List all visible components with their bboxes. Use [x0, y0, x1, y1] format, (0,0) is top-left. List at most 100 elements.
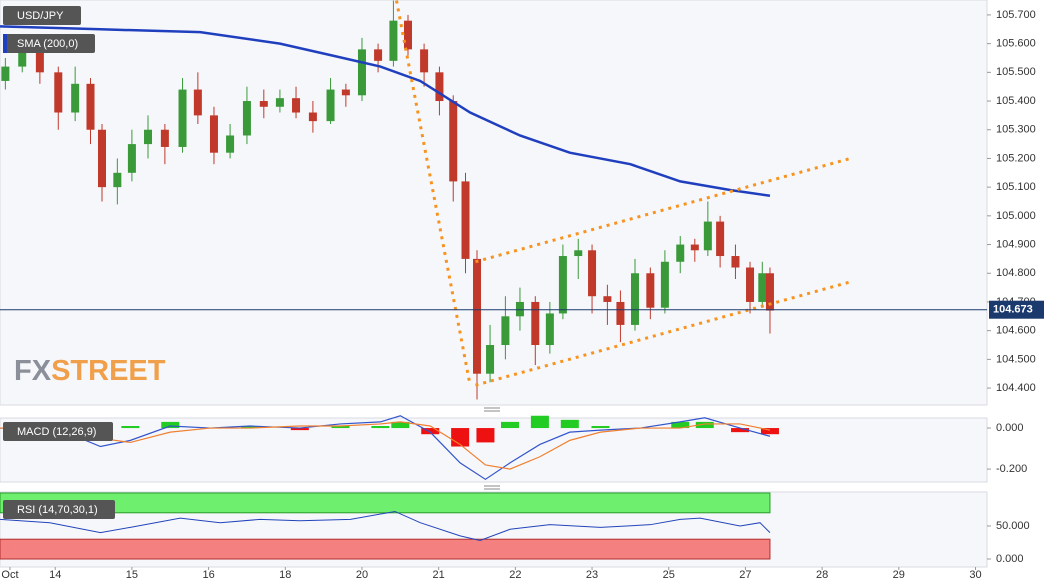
candle-body [435, 72, 444, 102]
candle-body [690, 244, 699, 251]
candle-body [292, 98, 301, 113]
candle-body [35, 49, 44, 73]
candle-body [420, 49, 429, 73]
candle-body [558, 256, 567, 314]
y-tick-label: 104.800 [996, 267, 1036, 279]
histogram-bar [476, 428, 495, 443]
candle-body [461, 181, 470, 259]
rsi-badge [3, 500, 115, 519]
sma-line [0, 25, 771, 197]
candle-body [603, 296, 612, 302]
y-tick-label: 105.400 [996, 95, 1036, 107]
symbol-label: USD/JPY [17, 10, 64, 22]
candle-body [531, 301, 540, 346]
candle-body [357, 49, 366, 96]
candle-body [86, 83, 95, 130]
candle-body [746, 267, 755, 302]
candle-body [144, 129, 153, 145]
candle-body [226, 135, 235, 153]
candle-body [374, 49, 383, 61]
macd-line [0, 415, 771, 481]
candle-body [646, 273, 655, 308]
candle-body [178, 89, 187, 147]
candle-body [588, 250, 597, 297]
histogram-bar [121, 426, 140, 429]
trendline [395, 0, 472, 386]
last-price-label: 104.673 [993, 304, 1033, 316]
price-panel [0, 0, 988, 406]
candle-body [515, 301, 524, 317]
x-tick-label: 21 [433, 569, 445, 581]
candle-body [501, 316, 510, 346]
macd-badge [3, 422, 113, 441]
rsi-line [0, 510, 771, 542]
sma-label: SMA (200,0) [17, 38, 78, 50]
trendline [475, 156, 851, 264]
x-tick-label: 18 [279, 569, 291, 581]
candle-body [209, 115, 218, 153]
histogram-bar [500, 421, 519, 429]
plot-layer: 104.400104.500104.600104.700104.800104.9… [0, 0, 1044, 581]
histogram-bar [241, 426, 260, 429]
y-tick-label: 105.500 [996, 66, 1036, 78]
y-tick-label: 105.200 [996, 152, 1036, 164]
rsi-label: RSI (14,70,30,1) [17, 504, 98, 516]
panel-separator [484, 407, 500, 490]
candle-body [193, 89, 202, 116]
candle-body [765, 273, 774, 311]
candle-body [160, 129, 169, 147]
sma-badge-stripe [3, 34, 7, 53]
x-tick-label: Oct [1, 569, 18, 581]
y-tick-label: 50.000 [996, 520, 1030, 532]
candle-body [54, 72, 63, 113]
y-tick-label: 0.000 [996, 422, 1024, 434]
histogram-bar [371, 426, 390, 429]
x-tick-label: 16 [202, 569, 214, 581]
y-tick-label: 0.000 [996, 553, 1024, 565]
x-tick-label: 15 [126, 569, 138, 581]
candle-body [660, 261, 669, 308]
x-tick-label: 22 [509, 569, 521, 581]
x-tick-label: 28 [816, 569, 828, 581]
y-tick-label: 105.000 [996, 210, 1036, 222]
candle-body [18, 49, 27, 67]
candle-body [731, 256, 740, 268]
histogram-bar [451, 428, 470, 447]
oversold-band [0, 538, 771, 560]
candle-body [574, 250, 583, 257]
histogram-bar [290, 428, 309, 431]
candle-body [716, 221, 725, 257]
y-tick-label: 104.600 [996, 325, 1036, 337]
x-tick-label: 20 [356, 569, 368, 581]
macd-label: MACD (12,26,9) [17, 426, 96, 438]
histogram-bar [760, 428, 779, 435]
candle-body [473, 258, 482, 374]
histogram-bar [161, 421, 180, 429]
y-tick-label: -0.200 [996, 463, 1027, 475]
candle-body [97, 129, 106, 188]
histogram-bar [731, 428, 750, 433]
histogram-bar [695, 421, 714, 429]
y-tick-label: 105.600 [996, 38, 1036, 50]
histogram-bar [530, 415, 549, 429]
candle-body [259, 101, 268, 107]
candle-body [275, 98, 284, 107]
candle-body [113, 172, 122, 188]
candle-body [616, 301, 625, 325]
last-price-badge [989, 300, 1044, 319]
histogram-bar [560, 419, 579, 429]
watermark: FXSTREET [14, 355, 166, 387]
candle-body [326, 89, 335, 122]
x-tick-label: 27 [739, 569, 751, 581]
y-tick-label: 105.300 [996, 124, 1036, 136]
candle-body [486, 345, 495, 374]
candle-body [676, 244, 685, 262]
candle-body [703, 221, 712, 251]
candle-body [389, 20, 398, 61]
histogram-bar [671, 421, 690, 429]
trendline [475, 280, 851, 387]
y-tick-label: 105.100 [996, 181, 1036, 193]
candle-body [449, 101, 458, 182]
